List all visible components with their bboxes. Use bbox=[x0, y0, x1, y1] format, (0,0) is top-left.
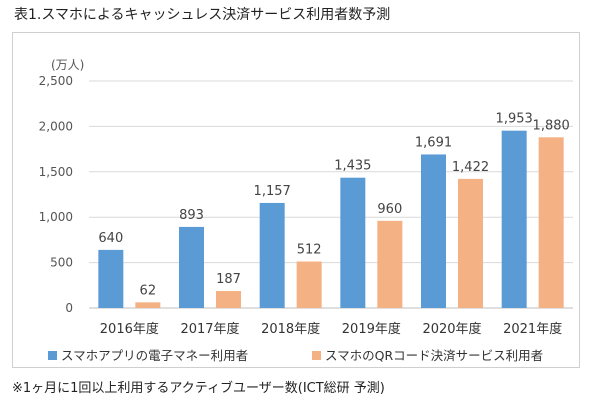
bar-qr-payment bbox=[377, 220, 403, 308]
legend-label-app-money: スマホアプリの電子マネー利用者 bbox=[61, 348, 249, 363]
x-tick-label: 2021年度 bbox=[503, 321, 562, 337]
bar-app-money bbox=[179, 226, 204, 308]
data-label: 187 bbox=[216, 272, 241, 287]
data-label: 1,691 bbox=[415, 135, 452, 150]
bar-qr-payment bbox=[458, 178, 483, 308]
x-tick-label: 2017年度 bbox=[180, 321, 239, 337]
bar-app-money bbox=[340, 177, 366, 308]
bar-qr-payment bbox=[538, 137, 564, 308]
y-axis-unit-label: (万人) bbox=[51, 58, 84, 72]
data-label: 62 bbox=[140, 283, 157, 298]
y-tick-label: 2,000 bbox=[39, 119, 73, 133]
data-label: 1,435 bbox=[334, 159, 371, 174]
chart-frame: (万人) 0 500 1,000 1,500 2,000 2,500 640 62 2016年度 8… bbox=[12, 32, 580, 368]
data-label: 1,953 bbox=[496, 112, 533, 127]
y-tick-label: 1,000 bbox=[39, 210, 73, 224]
bar-app-money bbox=[98, 249, 124, 308]
data-label: 640 bbox=[98, 231, 123, 246]
data-label: 1,422 bbox=[452, 160, 489, 175]
y-tick-label: 2,500 bbox=[39, 74, 73, 88]
footnote: ※1ヶ月に1回以上利用するアクティブユーザー数(ICT総研 予測) bbox=[12, 381, 385, 396]
x-tick-label: 2020年度 bbox=[422, 321, 481, 337]
bar-chart: (万人) 0 500 1,000 1,500 2,000 2,500 640 62 2016年度 8… bbox=[39, 58, 573, 337]
bar-app-money bbox=[421, 154, 446, 308]
data-label: 1,880 bbox=[533, 118, 570, 133]
data-label: 1,157 bbox=[254, 184, 291, 199]
data-label: 960 bbox=[377, 202, 402, 217]
x-tick-label: 2018年度 bbox=[261, 321, 320, 337]
x-tick-label: 2019年度 bbox=[342, 321, 401, 337]
chart-title: 表1.スマホによるキャッシュレス決済サービス利用者数予測 bbox=[14, 7, 391, 23]
data-label: 512 bbox=[297, 243, 322, 258]
bar-qr-payment bbox=[135, 302, 161, 308]
legend-swatch-qr-payment bbox=[312, 351, 321, 360]
y-tick-label: 1,500 bbox=[39, 165, 73, 179]
x-tick-label: 2016年度 bbox=[100, 321, 159, 337]
legend-item-app-money: スマホアプリの電子マネー利用者 bbox=[48, 345, 248, 364]
legend-label-qr-payment: スマホのQRコード決済サービス利用者 bbox=[325, 348, 544, 363]
bar-app-money bbox=[259, 202, 285, 308]
bar-qr-payment bbox=[216, 291, 241, 308]
bar-qr-payment bbox=[296, 261, 322, 308]
y-tick-label: 500 bbox=[50, 256, 73, 270]
bar-app-money bbox=[501, 130, 527, 308]
y-tick-label: 0 bbox=[65, 301, 73, 315]
legend-item-qr-payment: スマホのQRコード決済サービス利用者 bbox=[312, 345, 543, 364]
legend-swatch-app-money bbox=[48, 351, 57, 360]
data-label: 893 bbox=[179, 208, 204, 223]
